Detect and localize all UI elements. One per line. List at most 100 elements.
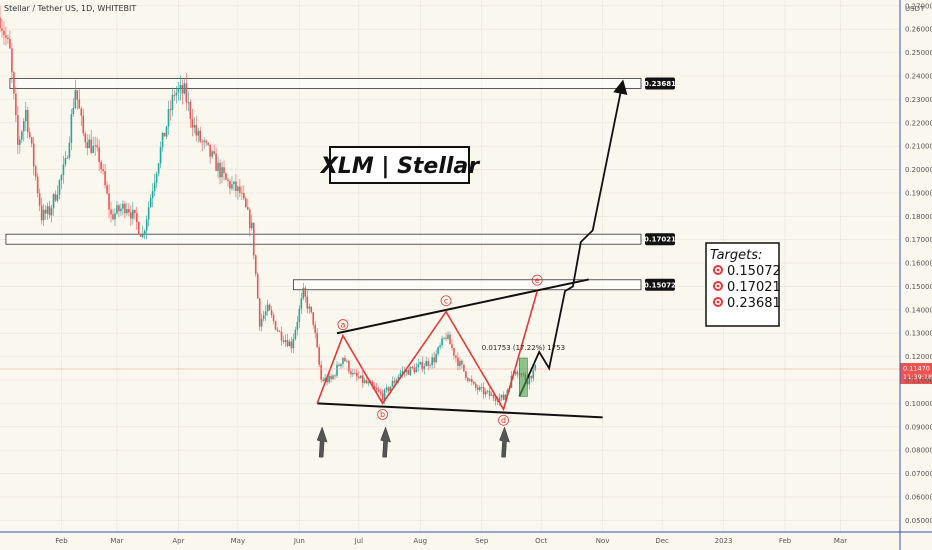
y-tick-label: 0.20000 [905, 166, 932, 174]
candle-body [465, 371, 467, 378]
candle-body [330, 376, 332, 380]
current-price-badge [900, 363, 932, 385]
candle-body [336, 364, 338, 376]
candle-body [383, 389, 386, 401]
candle-body [256, 274, 259, 299]
candle-body [50, 208, 53, 216]
y-tick-label: 0.16000 [905, 260, 932, 268]
candle-body [358, 376, 360, 379]
candle-body [290, 341, 293, 349]
candle-body [260, 318, 263, 327]
x-tick-label: Oct [535, 537, 547, 545]
candle-body [472, 381, 475, 384]
current-price-label: 0.11470 [903, 365, 930, 373]
measure-label: 0.01753 (17.22%) 1753 [482, 344, 565, 352]
candle-body [1, 28, 3, 31]
candle-body [530, 375, 533, 379]
candle-body [494, 398, 497, 402]
candle-body [276, 329, 279, 331]
candle-body [157, 163, 160, 174]
level-label-bg [645, 77, 675, 90]
wave-path [316, 290, 538, 412]
candle-body [326, 378, 328, 383]
candle-body [480, 387, 483, 388]
y-tick-label: 0.22000 [905, 119, 932, 127]
candle-body [310, 306, 313, 313]
candle-body [318, 347, 320, 365]
candle-body [528, 375, 531, 385]
candle-body [411, 366, 414, 368]
candle-body [185, 83, 188, 103]
candle-body [78, 99, 81, 109]
candle-body [322, 379, 324, 382]
candle-body [38, 193, 41, 206]
candle-body [425, 361, 428, 367]
candle-body [274, 321, 277, 330]
candle-body [58, 180, 61, 195]
candle-body [350, 371, 352, 375]
wave-label-circle [531, 274, 543, 286]
candle-body [449, 334, 451, 345]
candle-body [86, 142, 89, 149]
candle-body [409, 366, 412, 375]
candle-body [155, 173, 158, 183]
candle-body [165, 126, 168, 137]
candle-body [26, 110, 29, 133]
candle-body [492, 394, 495, 399]
candle-body [70, 114, 73, 143]
candle-body [389, 386, 392, 392]
candle-body [328, 376, 330, 383]
candle-body [340, 363, 342, 366]
candle-body [64, 158, 67, 165]
candle-body [114, 213, 116, 220]
candle-body [391, 380, 394, 387]
candle-body [278, 330, 281, 332]
candle-body [300, 298, 303, 309]
candle-body [179, 85, 182, 90]
candle-body [235, 181, 237, 192]
candle-body [254, 255, 257, 275]
candle-body [42, 209, 45, 221]
candle-body [233, 181, 235, 185]
wave-label: e [535, 276, 540, 285]
candle-body [118, 205, 120, 212]
candle-body [68, 142, 71, 158]
candle-body [467, 377, 469, 381]
projection-path [518, 79, 628, 397]
candle-body [471, 379, 473, 382]
candle-body [459, 360, 461, 366]
candle-body [264, 311, 267, 316]
candle-body [175, 92, 178, 96]
candle-body [21, 131, 23, 140]
candle-body [397, 376, 400, 380]
candle-body [48, 206, 51, 216]
y-tick-label: 0.18000 [905, 213, 932, 221]
candle-body [457, 357, 459, 366]
candle-body [348, 360, 350, 372]
candle-body [195, 125, 198, 136]
candle-body [219, 162, 221, 178]
candle-body [453, 348, 455, 356]
x-tick-label: Nov [596, 537, 610, 545]
candle-body [433, 357, 435, 363]
candle-body [171, 94, 174, 110]
candle-body [498, 397, 501, 402]
level-box [292, 279, 642, 291]
currency-label: USDT [905, 5, 925, 13]
candle-body [252, 222, 255, 256]
level-label-bg [645, 233, 675, 246]
candle-body [100, 162, 102, 170]
candle-body [490, 394, 493, 396]
candle-body [379, 391, 382, 394]
candle-body [399, 372, 402, 377]
candle-body [112, 214, 114, 220]
candle-body [0, 17, 1, 29]
y-tick-label: 0.10000 [905, 400, 932, 408]
candle-body [52, 194, 55, 209]
y-tick-label: 0.25000 [905, 49, 932, 57]
candle-body [292, 338, 295, 349]
candle-body [34, 166, 37, 177]
candle-body [338, 364, 340, 366]
candle-body [243, 193, 245, 199]
